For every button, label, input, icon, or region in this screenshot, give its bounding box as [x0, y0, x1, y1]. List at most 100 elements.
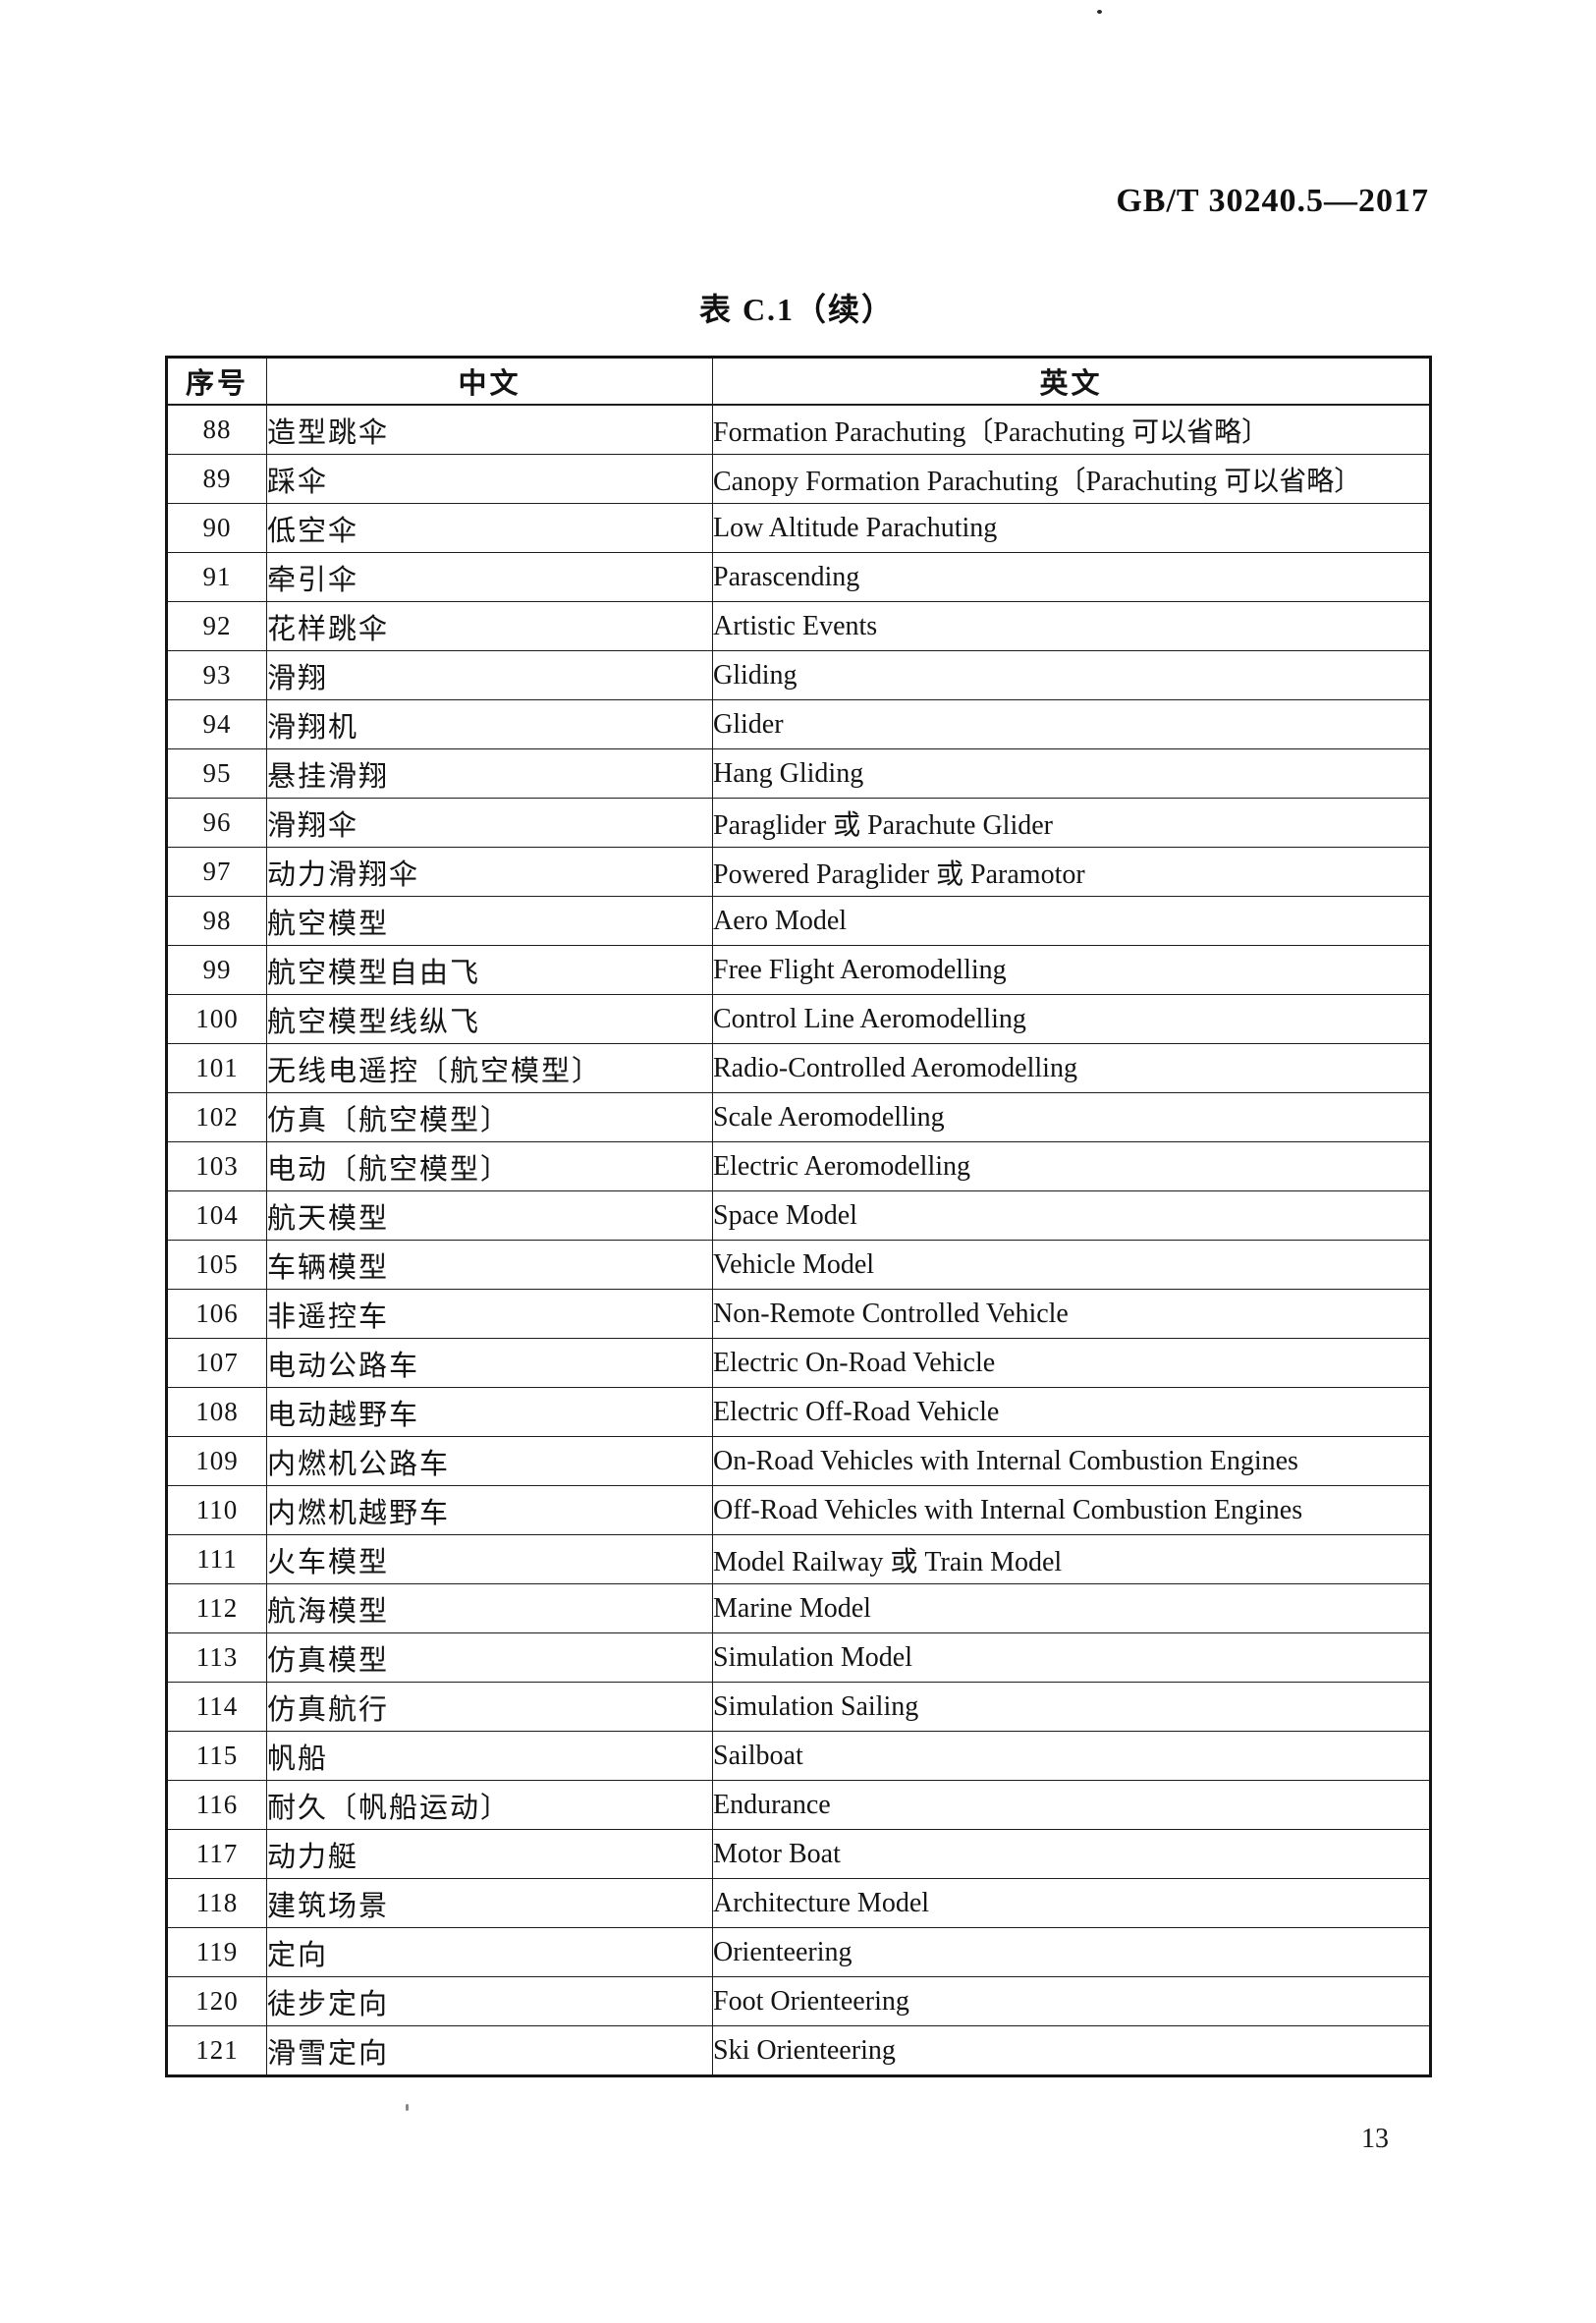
- cell-chinese: 动力艇: [266, 1829, 713, 1879]
- cell-english: Paraglider 或 Parachute Glider: [712, 798, 1431, 848]
- cell-serial: 92: [166, 601, 267, 651]
- cell-serial: 118: [166, 1878, 267, 1928]
- cell-chinese: 航空模型自由飞: [266, 945, 713, 995]
- cell-chinese: 动力滑翔伞: [266, 847, 713, 897]
- cell-serial: 108: [166, 1387, 267, 1437]
- table-row: 119 定向 Orienteering: [166, 1927, 1431, 1977]
- cell-english: Orienteering: [712, 1927, 1431, 1977]
- cell-serial: 90: [166, 503, 267, 553]
- cell-serial: 113: [166, 1632, 267, 1683]
- column-header-chinese: 中文: [266, 357, 713, 406]
- table-row: 111 火车模型 Model Railway 或 Train Model: [166, 1534, 1431, 1584]
- table-row: 108 电动越野车 Electric Off-Road Vehicle: [166, 1387, 1431, 1437]
- cell-serial: 100: [166, 994, 267, 1044]
- table-row: 121 滑雪定向 Ski Orienteering: [166, 2025, 1431, 2076]
- table-row: 107 电动公路车 Electric On-Road Vehicle: [166, 1338, 1431, 1388]
- scan-speck: [1097, 10, 1102, 14]
- cell-chinese: 滑翔: [266, 650, 713, 700]
- cell-serial: 96: [166, 798, 267, 848]
- table-row: 88 造型跳伞 Formation Parachuting〔Parachuting …: [166, 404, 1431, 455]
- table-row: 92 花样跳伞 Artistic Events: [166, 601, 1431, 651]
- cell-serial: 102: [166, 1092, 267, 1142]
- cell-serial: 111: [166, 1534, 267, 1584]
- cell-chinese: 仿真〔航空模型〕: [266, 1092, 713, 1142]
- cell-chinese: 无线电遥控〔航空模型〕: [266, 1043, 713, 1093]
- cell-chinese: 航海模型: [266, 1583, 713, 1633]
- cell-english: Electric On-Road Vehicle: [712, 1338, 1431, 1388]
- table-row: 98 航空模型 Aero Model: [166, 896, 1431, 946]
- cell-chinese: 滑翔机: [266, 699, 713, 749]
- cell-serial: 119: [166, 1927, 267, 1977]
- cell-serial: 112: [166, 1583, 267, 1633]
- table-row: 96 滑翔伞 Paraglider 或 Parachute Glider: [166, 798, 1431, 848]
- cell-serial: 110: [166, 1485, 267, 1535]
- cell-serial: 98: [166, 896, 267, 946]
- cell-chinese: 航空模型: [266, 896, 713, 946]
- cell-serial: 95: [166, 748, 267, 799]
- table-body: 88 造型跳伞 Formation Parachuting〔Parachuting …: [166, 404, 1431, 2076]
- cell-english: Parascending: [712, 552, 1431, 602]
- cell-english: Powered Paraglider 或 Paramotor: [712, 847, 1431, 897]
- table-row: 112 航海模型 Marine Model: [166, 1583, 1431, 1633]
- cell-english: Endurance: [712, 1780, 1431, 1830]
- cell-serial: 93: [166, 650, 267, 700]
- cell-chinese: 非遥控车: [266, 1289, 713, 1339]
- cell-chinese: 航空模型线纵飞: [266, 994, 713, 1044]
- table-row: 113 仿真模型 Simulation Model: [166, 1632, 1431, 1683]
- cell-serial: 94: [166, 699, 267, 749]
- cell-serial: 114: [166, 1682, 267, 1732]
- scan-speck: [406, 2104, 409, 2111]
- table-row: 115 帆船 Sailboat: [166, 1731, 1431, 1781]
- cell-chinese: 牵引伞: [266, 552, 713, 602]
- cell-english: On-Road Vehicles with Internal Combustio…: [712, 1436, 1431, 1486]
- cell-chinese: 耐久〔帆船运动〕: [266, 1780, 713, 1830]
- cell-serial: 117: [166, 1829, 267, 1879]
- table-row: 114 仿真航行 Simulation Sailing: [166, 1682, 1431, 1732]
- table-row: 106 非遥控车 Non-Remote Controlled Vehicle: [166, 1289, 1431, 1339]
- cell-serial: 105: [166, 1240, 267, 1290]
- cell-serial: 107: [166, 1338, 267, 1388]
- standard-code-header: GB/T 30240.5—2017: [1116, 183, 1429, 219]
- table-row: 95 悬挂滑翔 Hang Gliding: [166, 748, 1431, 799]
- cell-chinese: 徒步定向: [266, 1976, 713, 2026]
- table-row: 117 动力艇 Motor Boat: [166, 1829, 1431, 1879]
- cell-chinese: 车辆模型: [266, 1240, 713, 1290]
- cell-chinese: 踩伞: [266, 454, 713, 504]
- table-row: 103 电动〔航空模型〕 Electric Aeromodelling: [166, 1141, 1431, 1191]
- cell-chinese: 航天模型: [266, 1190, 713, 1241]
- table-row: 90 低空伞 Low Altitude Parachuting: [166, 503, 1431, 553]
- cell-english: Free Flight Aeromodelling: [712, 945, 1431, 995]
- table-row: 104 航天模型 Space Model: [166, 1190, 1431, 1241]
- table-row: 93 滑翔 Gliding: [166, 650, 1431, 700]
- cell-serial: 116: [166, 1780, 267, 1830]
- cell-serial: 109: [166, 1436, 267, 1486]
- table-row: 105 车辆模型 Vehicle Model: [166, 1240, 1431, 1290]
- cell-serial: 106: [166, 1289, 267, 1339]
- cell-english: Artistic Events: [712, 601, 1431, 651]
- terminology-table: 序号 中文 英文 88 造型跳伞 Formation Parachuting〔Par…: [165, 356, 1432, 2077]
- cell-serial: 120: [166, 1976, 267, 2026]
- cell-english: Aero Model: [712, 896, 1431, 946]
- cell-chinese: 滑翔伞: [266, 798, 713, 848]
- cell-chinese: 内燃机公路车: [266, 1436, 713, 1486]
- cell-english: Hang Gliding: [712, 748, 1431, 799]
- cell-english: Formation Parachuting〔Parachuting 可以省略〕: [712, 404, 1431, 455]
- column-header-serial: 序号: [166, 357, 267, 406]
- cell-serial: 115: [166, 1731, 267, 1781]
- cell-chinese: 建筑场景: [266, 1878, 713, 1928]
- cell-english: Marine Model: [712, 1583, 1431, 1633]
- cell-chinese: 仿真模型: [266, 1632, 713, 1683]
- cell-english: Glider: [712, 699, 1431, 749]
- table-row: 110 内燃机越野车 Off-Road Vehicles with Internal…: [166, 1485, 1431, 1535]
- cell-english: Space Model: [712, 1190, 1431, 1241]
- cell-serial: 103: [166, 1141, 267, 1191]
- table-row: 116 耐久〔帆船运动〕 Endurance: [166, 1780, 1431, 1830]
- table-title: 表 C.1（续）: [698, 292, 896, 327]
- cell-english: Sailboat: [712, 1731, 1431, 1781]
- cell-serial: 104: [166, 1190, 267, 1241]
- cell-english: Low Altitude Parachuting: [712, 503, 1431, 553]
- cell-english: Ski Orienteering: [712, 2025, 1431, 2076]
- cell-english: Radio-Controlled Aeromodelling: [712, 1043, 1431, 1093]
- cell-english: Electric Aeromodelling: [712, 1141, 1431, 1191]
